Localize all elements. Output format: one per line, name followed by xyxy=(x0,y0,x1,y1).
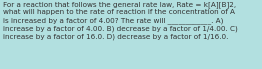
Text: For a reaction that follows the general rate law, Rate = k[A][B]2,
what will hap: For a reaction that follows the general … xyxy=(3,1,238,40)
